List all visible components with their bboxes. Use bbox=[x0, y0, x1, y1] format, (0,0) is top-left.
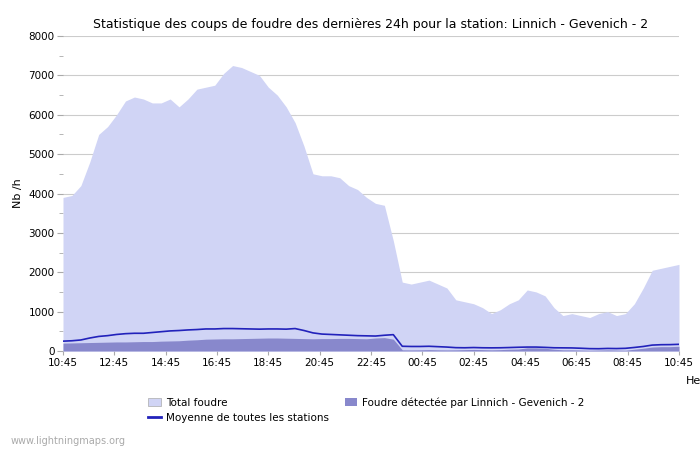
Legend: Total foudre, Moyenne de toutes les stations, Foudre détectée par Linnich - Geve: Total foudre, Moyenne de toutes les stat… bbox=[148, 397, 584, 423]
Y-axis label: Nb /h: Nb /h bbox=[13, 179, 23, 208]
Text: www.lightningmaps.org: www.lightningmaps.org bbox=[10, 436, 125, 446]
Title: Statistique des coups de foudre des dernières 24h pour la station: Linnich - Gev: Statistique des coups de foudre des dern… bbox=[93, 18, 649, 31]
Text: Heure: Heure bbox=[686, 376, 700, 386]
